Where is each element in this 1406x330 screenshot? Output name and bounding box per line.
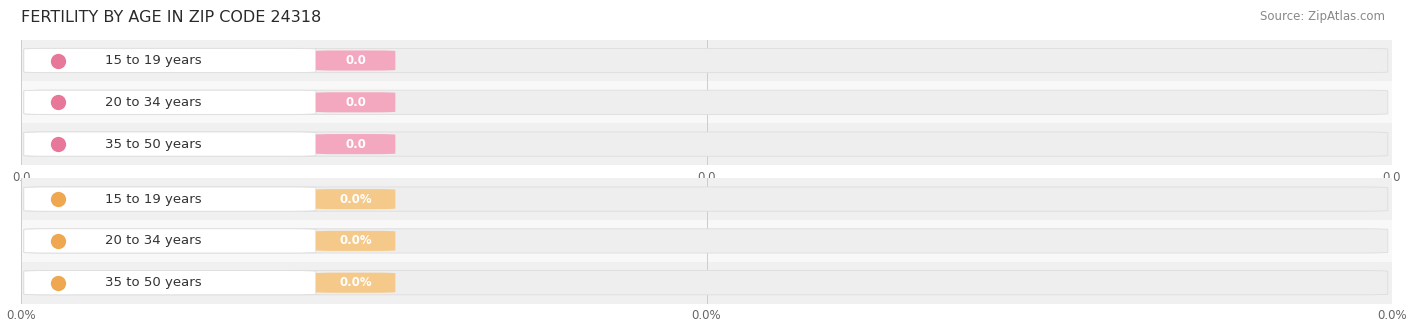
FancyBboxPatch shape bbox=[24, 90, 1388, 115]
Text: 35 to 50 years: 35 to 50 years bbox=[104, 276, 201, 289]
FancyBboxPatch shape bbox=[316, 231, 395, 251]
FancyBboxPatch shape bbox=[24, 271, 316, 295]
FancyBboxPatch shape bbox=[24, 187, 1388, 211]
FancyBboxPatch shape bbox=[316, 189, 395, 209]
Bar bbox=[21, 262, 1392, 304]
FancyBboxPatch shape bbox=[24, 187, 316, 211]
Text: 20 to 34 years: 20 to 34 years bbox=[104, 234, 201, 248]
Text: 0.0: 0.0 bbox=[344, 138, 366, 150]
Text: Source: ZipAtlas.com: Source: ZipAtlas.com bbox=[1260, 10, 1385, 23]
FancyBboxPatch shape bbox=[24, 229, 1388, 253]
Bar bbox=[21, 82, 1392, 123]
Bar bbox=[21, 40, 1392, 82]
Text: 15 to 19 years: 15 to 19 years bbox=[104, 54, 201, 67]
FancyBboxPatch shape bbox=[24, 229, 316, 253]
Text: 0.0%: 0.0% bbox=[339, 193, 373, 206]
Bar bbox=[21, 123, 1392, 165]
FancyBboxPatch shape bbox=[24, 132, 316, 156]
FancyBboxPatch shape bbox=[24, 132, 1388, 156]
Text: 0.0: 0.0 bbox=[344, 96, 366, 109]
FancyBboxPatch shape bbox=[24, 271, 1388, 295]
Bar bbox=[21, 220, 1392, 262]
Text: 35 to 50 years: 35 to 50 years bbox=[104, 138, 201, 150]
FancyBboxPatch shape bbox=[24, 49, 1388, 73]
Bar bbox=[21, 178, 1392, 220]
FancyBboxPatch shape bbox=[316, 134, 395, 154]
Text: 15 to 19 years: 15 to 19 years bbox=[104, 193, 201, 206]
FancyBboxPatch shape bbox=[316, 50, 395, 71]
FancyBboxPatch shape bbox=[24, 49, 316, 73]
Text: 20 to 34 years: 20 to 34 years bbox=[104, 96, 201, 109]
FancyBboxPatch shape bbox=[24, 90, 316, 115]
Text: FERTILITY BY AGE IN ZIP CODE 24318: FERTILITY BY AGE IN ZIP CODE 24318 bbox=[21, 10, 322, 25]
Text: 0.0: 0.0 bbox=[344, 54, 366, 67]
Text: 0.0%: 0.0% bbox=[339, 234, 373, 248]
Text: 0.0%: 0.0% bbox=[339, 276, 373, 289]
FancyBboxPatch shape bbox=[316, 273, 395, 293]
FancyBboxPatch shape bbox=[316, 92, 395, 112]
